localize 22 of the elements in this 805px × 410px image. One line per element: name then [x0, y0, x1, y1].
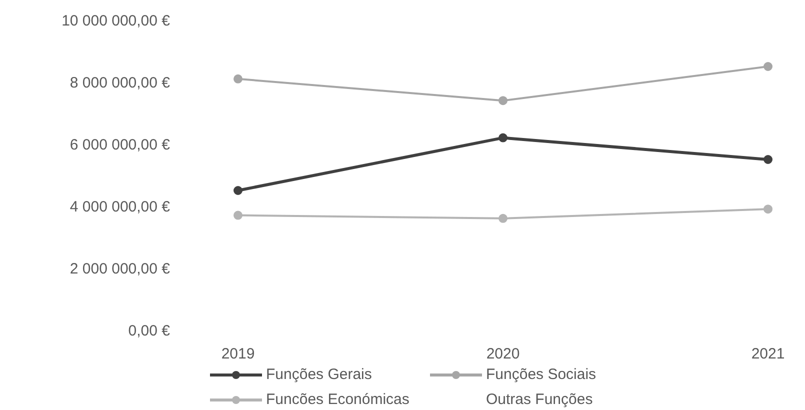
point	[764, 204, 772, 214]
y-tick-label: 0,00 €	[128, 322, 171, 340]
x-tick-label: 2019	[221, 346, 255, 363]
y-tick-label: 2 000 000,00 €	[70, 260, 171, 278]
x-tick-label: 2020	[486, 346, 520, 363]
point	[234, 186, 242, 195]
y-tick-label: 6 000 000,00 €	[70, 136, 171, 154]
point	[498, 214, 508, 223]
legend-label: Funções Gerais	[266, 366, 372, 383]
legend-label: Funcões Económicas	[266, 391, 410, 408]
y-tick-label: 10 000 000,00 €	[62, 12, 171, 30]
point	[234, 74, 242, 84]
point	[234, 210, 242, 220]
point	[498, 133, 508, 142]
x-tick-label: 2021	[751, 346, 785, 363]
point	[764, 155, 772, 164]
text: Outras Funções	[486, 391, 593, 408]
point	[764, 62, 772, 71]
y-tick-label: 4 000 000,00 €	[70, 198, 171, 216]
point	[498, 96, 508, 106]
legend-label: Funções Sociais	[486, 366, 596, 383]
y-tick-label: 8 000 000,00 €	[70, 74, 171, 92]
